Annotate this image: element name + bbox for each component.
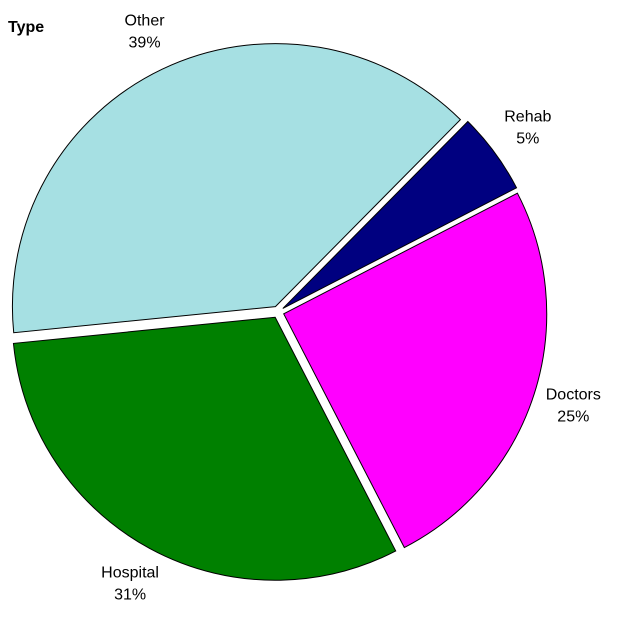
slice-label: Hospital [101,565,159,582]
pie-slice [282,120,518,309]
slice-value-label: 25% [557,408,589,425]
slice-value-label: 39% [129,34,161,51]
pie-slice [283,192,548,549]
pie-slice [12,316,397,581]
slice-value-label: 31% [114,587,146,604]
slice-value-label: 5% [516,131,539,148]
slice-label: Rehab [504,109,551,126]
slice-label: Other [125,12,166,29]
slice-label: Doctors [546,386,601,403]
chart-subtitle: Type [8,19,44,36]
pie-slice [11,43,462,334]
